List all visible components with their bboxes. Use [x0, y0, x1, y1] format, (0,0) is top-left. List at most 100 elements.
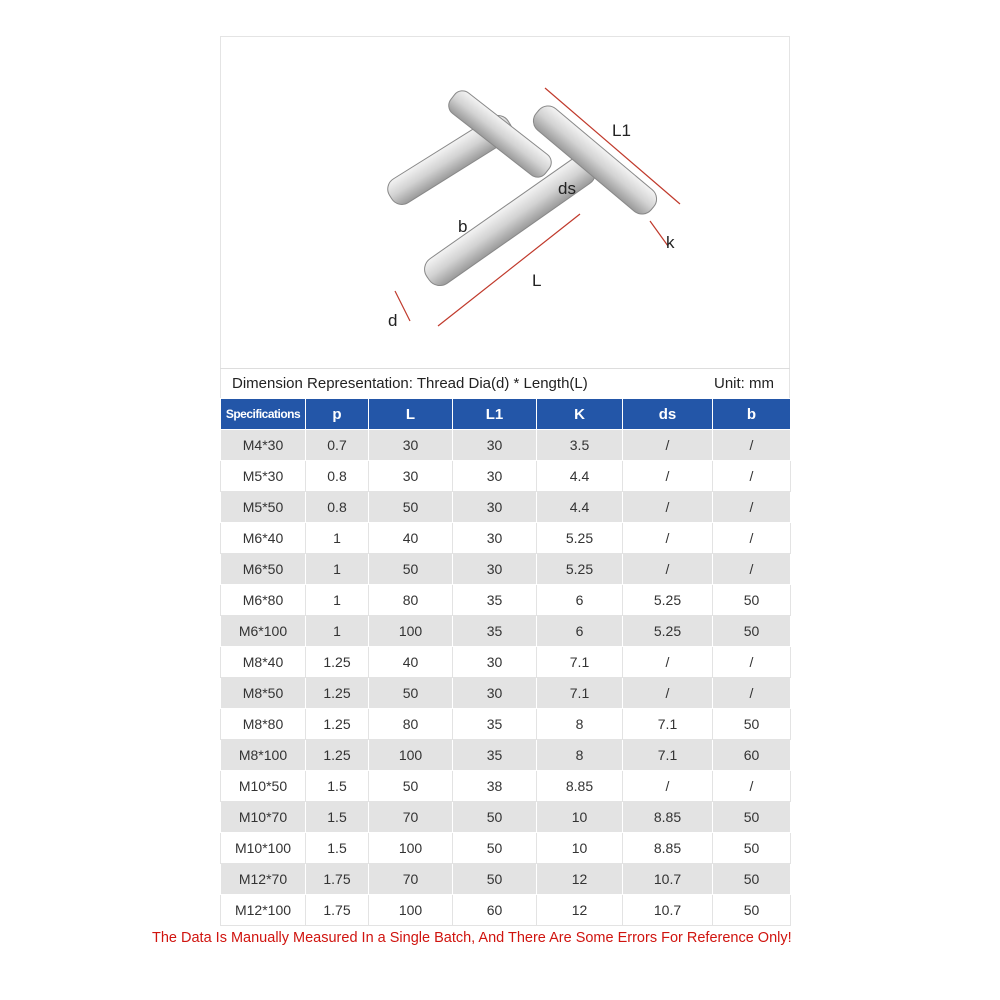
table-cell: 80	[368, 708, 453, 740]
table-row: M4*30 0.7 30 30 3.5//	[220, 429, 791, 461]
table-cell: 30	[452, 522, 537, 554]
table-cell: 1.5	[305, 770, 369, 802]
table-cell: 6	[536, 584, 623, 616]
column-header: ds	[622, 398, 713, 430]
label-ds: ds	[558, 179, 576, 198]
caption-text: Dimension Representation: Thread Dia(d) …	[232, 375, 588, 392]
table-cell: /	[622, 429, 713, 461]
table-cell: 50	[368, 677, 453, 709]
table-cell: 35	[452, 584, 537, 616]
table-cell: M8*100	[220, 739, 306, 771]
table-cell: 1	[305, 522, 369, 554]
table-cell: M12*70	[220, 863, 306, 895]
table-cell: 1.5	[305, 801, 369, 833]
table-cell: 10.7	[622, 863, 713, 895]
table-cell: 3.5	[536, 429, 623, 461]
dimension-caption: Dimension Representation: Thread Dia(d) …	[220, 368, 790, 399]
table-cell: 30	[368, 460, 453, 492]
table-cell: 35	[452, 615, 537, 647]
table-cell: 50	[712, 708, 791, 740]
label-L: L	[532, 271, 541, 290]
table-cell: 50	[712, 584, 791, 616]
table-cell: /	[622, 646, 713, 678]
table-cell: 1	[305, 584, 369, 616]
table-row: M10*50 1.5 50 38 8.85//	[220, 770, 791, 802]
table-row: M8*80 1.25 80 35 8 7.1 50	[220, 708, 791, 740]
table-row: M8*100 1.25 100 35 8 7.1 60	[220, 739, 791, 771]
table-row: M6*40 1 40 30 5.25//	[220, 522, 791, 554]
table-cell: 0.7	[305, 429, 369, 461]
table-cell: M8*80	[220, 708, 306, 740]
table-cell: 0.8	[305, 491, 369, 523]
table-cell: /	[712, 646, 791, 678]
table-cell: 4.4	[536, 491, 623, 523]
table-cell: /	[712, 460, 791, 492]
label-L1: L1	[612, 121, 631, 140]
table-cell: 100	[368, 832, 453, 864]
table-cell: 10	[536, 801, 623, 833]
table-row: M5*30 0.8 30 30 4.4//	[220, 460, 791, 492]
table-cell: 30	[452, 646, 537, 678]
table-cell: 30	[452, 460, 537, 492]
column-header: L	[368, 398, 453, 430]
table-cell: 7.1	[536, 646, 623, 678]
table-cell: 30	[452, 677, 537, 709]
table-cell: M6*50	[220, 553, 306, 585]
table-cell: 1.25	[305, 739, 369, 771]
label-k: k	[666, 233, 675, 252]
table-cell: 30	[368, 429, 453, 461]
table-cell: /	[622, 460, 713, 492]
table-cell: 5.25	[536, 553, 623, 585]
table-row: M10*100 1.5 100 50 10 8.85 50	[220, 832, 791, 864]
table-cell: 4.4	[536, 460, 623, 492]
table-cell: 100	[368, 894, 453, 926]
table-cell: /	[712, 429, 791, 461]
table-cell: 1	[305, 553, 369, 585]
table-cell: M6*80	[220, 584, 306, 616]
dimension-lines	[394, 87, 681, 327]
table-cell: 50	[712, 832, 791, 864]
table-cell: M10*50	[220, 770, 306, 802]
table-row: M5*50 0.8 50 30 4.4//	[220, 491, 791, 523]
table-cell: 50	[712, 801, 791, 833]
table-row: M6*100 1 100 35 6 5.25 50	[220, 615, 791, 647]
table-cell: 1	[305, 615, 369, 647]
table-cell: 50	[452, 832, 537, 864]
table-cell: 60	[712, 739, 791, 771]
table-cell: 40	[368, 522, 453, 554]
table-cell: 100	[368, 739, 453, 771]
table-cell: 1.5	[305, 832, 369, 864]
table-cell: M10*100	[220, 832, 306, 864]
table-cell: 60	[452, 894, 537, 926]
table-cell: 12	[536, 863, 623, 895]
table-cell: 8.85	[622, 801, 713, 833]
column-header: L1	[452, 398, 537, 430]
column-header: Specifications	[220, 398, 306, 430]
table-cell: 8.85	[622, 832, 713, 864]
table-cell: /	[712, 770, 791, 802]
table-cell: 50	[712, 863, 791, 895]
table-cell: 50	[368, 553, 453, 585]
table-cell: 50	[452, 801, 537, 833]
table-cell: 8	[536, 708, 623, 740]
back-bolt	[387, 90, 552, 205]
table-cell: 35	[452, 739, 537, 771]
table-cell: /	[622, 770, 713, 802]
table-cell: M8*40	[220, 646, 306, 678]
table-cell: 6	[536, 615, 623, 647]
front-bolt	[424, 105, 658, 287]
table-cell: 1.25	[305, 677, 369, 709]
table-row: M6*80 1 80 35 6 5.25 50	[220, 584, 791, 616]
table-cell: 35	[452, 708, 537, 740]
table-cell: 50	[712, 894, 791, 926]
table-cell: 5.25	[622, 584, 713, 616]
table-cell: 12	[536, 894, 623, 926]
table-cell: M8*50	[220, 677, 306, 709]
table-cell: 30	[452, 491, 537, 523]
table-cell: 10	[536, 832, 623, 864]
table-cell: 8.85	[536, 770, 623, 802]
table-row: M10*70 1.5 70 50 10 8.85 50	[220, 801, 791, 833]
table-cell: M6*100	[220, 615, 306, 647]
table-cell: M4*30	[220, 429, 306, 461]
